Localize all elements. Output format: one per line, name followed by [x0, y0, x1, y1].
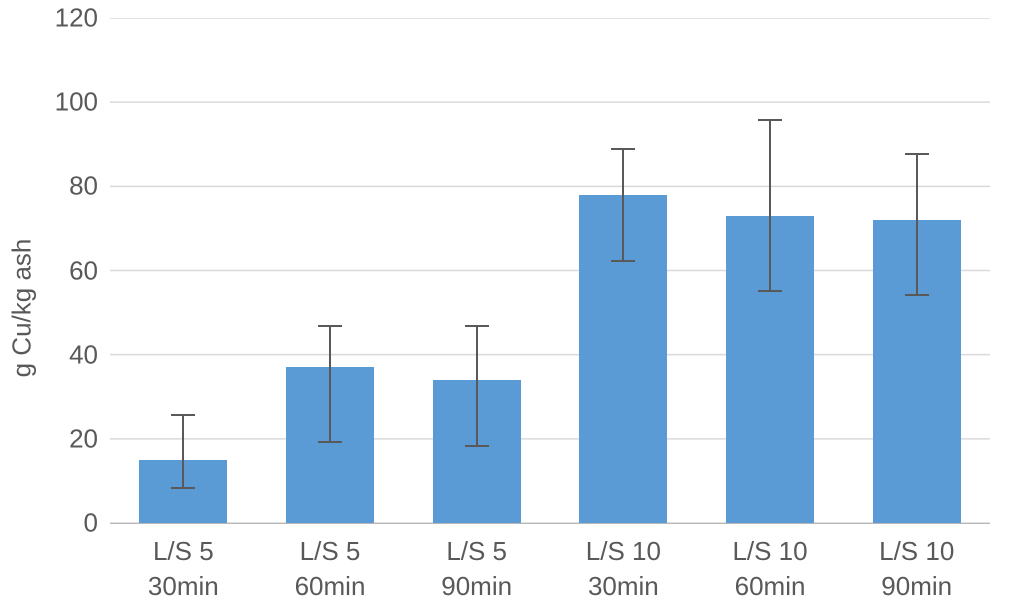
y-axis-label: g Cu/kg ash	[6, 238, 37, 377]
bar-slot	[257, 18, 404, 523]
y-tick-label: 120	[55, 3, 110, 34]
y-tick-label: 40	[69, 339, 110, 370]
y-tick-label: 20	[69, 423, 110, 454]
y-tick-label: 60	[69, 255, 110, 286]
bar-slot	[697, 18, 844, 523]
x-axis-labels: L/S 530minL/S 560minL/S 590minL/S 1030mi…	[110, 528, 990, 604]
bar-slot	[550, 18, 697, 523]
x-tick-label: L/S 590min	[403, 528, 550, 604]
bar-slot	[403, 18, 550, 523]
x-tick-label: L/S 1090min	[843, 528, 990, 604]
y-tick-label: 0	[84, 508, 110, 539]
plot-area: 020406080100120	[110, 18, 990, 524]
y-tick-label: 100	[55, 87, 110, 118]
x-tick-label: L/S 530min	[110, 528, 257, 604]
x-tick-label: L/S 560min	[257, 528, 404, 604]
x-tick-label: L/S 1060min	[697, 528, 844, 604]
bar-slot	[110, 18, 257, 523]
y-tick-label: 80	[69, 171, 110, 202]
chart-container: g Cu/kg ash 020406080100120 L/S 530minL/…	[0, 0, 1024, 615]
bars-group	[110, 18, 990, 523]
bar-slot	[843, 18, 990, 523]
x-tick-label: L/S 1030min	[550, 528, 697, 604]
